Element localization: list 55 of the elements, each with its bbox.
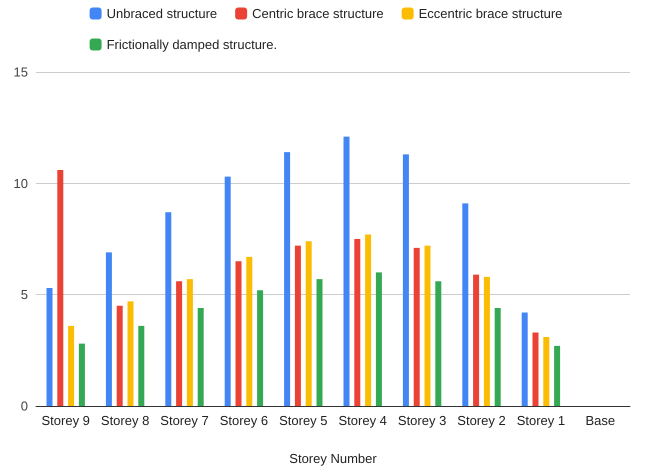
bar (365, 234, 372, 406)
y-tick-label: 0 (20, 398, 28, 414)
bar (376, 272, 382, 406)
bar (198, 308, 204, 406)
bar (284, 152, 290, 406)
bar (57, 170, 64, 406)
bar (494, 308, 501, 406)
bar (522, 312, 528, 406)
y-tick-label: 5 (20, 287, 28, 302)
legend-label: Frictionally damped structure. (106, 37, 278, 52)
bar (176, 281, 182, 406)
bar (306, 241, 312, 406)
bar (294, 246, 301, 406)
bar (435, 281, 442, 406)
legend-label: Unbraced structure (106, 6, 218, 21)
x-tick-label: Storey 1 (516, 413, 566, 428)
x-tick-label: Storey 4 (338, 413, 387, 428)
bar (543, 336, 550, 406)
bar (68, 326, 74, 406)
y-tick-label: 10 (14, 176, 28, 191)
legend-label: Centric brace structure (252, 6, 384, 21)
bar (473, 274, 480, 406)
legend-label: Eccentric brace structure (418, 6, 562, 21)
x-tick-label: Storey 7 (160, 413, 209, 428)
x-tick-label: Base (585, 413, 616, 428)
bar (138, 326, 144, 406)
bar (462, 203, 468, 406)
bar (246, 256, 252, 406)
y-tick-label: 15 (14, 64, 28, 80)
bar (116, 306, 123, 406)
bar (78, 344, 85, 406)
bar (224, 176, 231, 406)
bar (257, 290, 264, 406)
x-tick-label: Storey 2 (457, 413, 506, 428)
bar (316, 279, 322, 406)
bar (165, 212, 172, 406)
bar (186, 279, 193, 406)
bar (414, 248, 420, 406)
x-tick-label: Storey 6 (220, 413, 268, 428)
bar (46, 288, 52, 406)
bar (106, 252, 112, 406)
bar (402, 154, 409, 406)
x-tick-label: Storey 8 (100, 413, 150, 428)
bar (484, 276, 490, 406)
bar (424, 246, 430, 406)
bar (354, 239, 360, 406)
x-tick-label: Storey 9 (41, 413, 90, 428)
x-tick-label: Storey 5 (279, 413, 328, 428)
x-axis-title: Storey Number (289, 451, 378, 466)
bar (128, 301, 134, 406)
bar (344, 136, 350, 406)
bar (532, 332, 538, 406)
x-tick-label: Storey 3 (398, 413, 446, 428)
bar (554, 346, 560, 406)
bar (236, 261, 242, 406)
